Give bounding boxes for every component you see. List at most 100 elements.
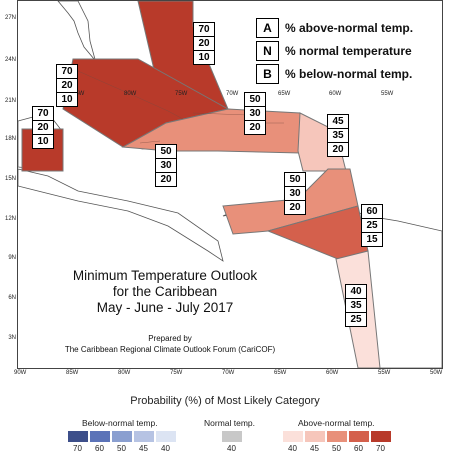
colorbar-swatch-above-3 — [349, 431, 369, 442]
credit-line-2: The Caribbean Regional Climate Outlook F… — [64, 345, 276, 354]
colorbar-value-below-1: 60 — [95, 444, 104, 453]
colorbar-value-below-0: 70 — [73, 444, 82, 453]
prob-above: 60 — [362, 205, 382, 219]
colorbar-normal-label: Normal temp. — [204, 418, 256, 428]
colorbar-swatch-above-2 — [327, 431, 347, 442]
lon-label-90w: 90W — [14, 370, 27, 376]
prob-box-caribbean-southeast: 60 25 15 — [361, 204, 383, 247]
colorbar-value-above-1: 45 — [310, 444, 319, 453]
prob-normal: 30 — [156, 159, 176, 173]
lon-label-70w: 70W — [222, 370, 235, 376]
colorbar-value-above-2: 50 — [332, 444, 341, 453]
lon-label-80w: 80W — [118, 370, 131, 376]
lon-label-60w: 60W — [326, 370, 339, 376]
lat-label-6n: 6N — [8, 295, 16, 301]
prob-normal: 20 — [57, 79, 77, 93]
prob-normal: 30 — [285, 187, 305, 201]
category-key: A % above-normal temp. N % normal temper… — [256, 17, 413, 86]
lat-label-18n: 18N — [4, 136, 16, 142]
key-letter: B — [256, 63, 279, 84]
key-letter: N — [256, 40, 279, 61]
prob-normal: 20 — [33, 121, 53, 135]
central-america — [18, 168, 224, 262]
prob-box-cuba-bahamas: 70 20 10 — [56, 64, 78, 107]
prob-box-lesser-antilles-north: 45 35 20 — [327, 114, 349, 157]
colorbar-swatch-below-0 — [68, 431, 88, 442]
lon-label-75w: 75W — [170, 370, 183, 376]
lat-label-24n: 24N — [4, 57, 16, 63]
colorbar-value-normal-0: 40 — [227, 444, 236, 453]
prob-below: 20 — [249, 122, 261, 133]
inmap-lon-70w: 70W — [226, 91, 239, 97]
key-row-normal: N % normal temperature — [256, 40, 413, 61]
colorbar-swatch-below-1 — [90, 431, 110, 442]
key-text: % below-normal temp. — [285, 66, 413, 81]
lat-label-12n: 12N — [4, 216, 16, 222]
prob-below: 20 — [289, 202, 301, 213]
prob-below: 20 — [332, 144, 344, 155]
lat-label-9n: 9N — [8, 255, 16, 261]
lat-label-15n: 15N — [4, 176, 16, 182]
inmap-lon-55w: 55W — [381, 91, 394, 97]
prob-above: 50 — [245, 93, 265, 107]
colorbar-value-below-3: 45 — [139, 444, 148, 453]
colorbar-below-label: Below-normal temp. — [82, 418, 158, 428]
colorbar-swatch-below-4 — [156, 431, 176, 442]
colorbar-value-above-3: 60 — [354, 444, 363, 453]
credit-text: Prepared by The Caribbean Regional Clima… — [40, 333, 300, 355]
colorbar-swatch-above-1 — [305, 431, 325, 442]
prob-above: 70 — [33, 107, 53, 121]
prob-above: 70 — [57, 65, 77, 79]
lon-label-55w: 55W — [378, 370, 391, 376]
inmap-lon-60w: 60W — [329, 91, 342, 97]
prob-below: 10 — [198, 52, 210, 63]
prob-below: 25 — [350, 314, 362, 325]
lon-label-65w: 65W — [274, 370, 287, 376]
key-row-above: A % above-normal temp. — [256, 17, 413, 38]
colorbar-above-label: Above-normal temp. — [298, 418, 375, 428]
credit-line-1: Prepared by — [148, 334, 192, 343]
prob-above: 40 — [346, 285, 366, 299]
prob-below: 10 — [37, 136, 49, 147]
prob-above: 45 — [328, 115, 348, 129]
colorbar-caption: Probability (%) of Most Likely Category — [130, 395, 320, 407]
lon-label-85w: 85W — [66, 370, 79, 376]
lon-label-50w: 50W — [430, 370, 443, 376]
prob-box-northern-bahamas: 70 20 10 — [193, 22, 215, 65]
prob-normal: 35 — [346, 299, 366, 313]
title-line-2: for the Caribbean — [112, 284, 218, 299]
prob-box-caribbean-central: 50 30 20 — [284, 172, 306, 215]
colorbar-value-below-4: 40 — [161, 444, 170, 453]
colorbar-value-above-4: 70 — [376, 444, 385, 453]
prob-below: 10 — [61, 94, 73, 105]
title-line-1: Minimum Temperature Outlook — [72, 268, 258, 283]
map-title: Minimum Temperature Outlook for the Cari… — [70, 268, 260, 316]
prob-normal: 35 — [328, 129, 348, 143]
prob-normal: 20 — [194, 37, 214, 51]
key-text: % normal temperature — [285, 43, 412, 58]
colorbar-value-above-0: 40 — [288, 444, 297, 453]
inmap-lon-85w: 85W — [72, 91, 85, 97]
prob-box-caribbean-west: 50 30 20 — [155, 144, 177, 187]
inmap-lon-80w: 80W — [124, 91, 137, 97]
inmap-lon-65w: 65W — [278, 91, 291, 97]
inmap-lon-75w: 75W — [175, 91, 188, 97]
prob-below: 20 — [160, 174, 172, 185]
prob-normal: 30 — [245, 107, 265, 121]
prob-above: 50 — [285, 173, 305, 187]
key-letter: A — [256, 17, 279, 38]
colorbar-swatch-below-2 — [112, 431, 132, 442]
lat-label-21n: 21N — [4, 98, 16, 104]
title-line-3: May - June - July 2017 — [96, 300, 234, 315]
prob-normal: 25 — [362, 219, 382, 233]
prob-box-greater-antilles-east: 50 30 20 — [244, 92, 266, 135]
prob-above: 50 — [156, 145, 176, 159]
colorbar-value-below-2: 50 — [117, 444, 126, 453]
colorbar-swatch-normal-0 — [222, 431, 242, 442]
prob-box-central-america-west: 70 20 10 — [32, 106, 54, 149]
prob-below: 15 — [366, 234, 378, 245]
prob-box-guianas: 40 35 25 — [345, 284, 367, 327]
colorbar-swatch-above-0 — [283, 431, 303, 442]
lat-label-27n: 27N — [4, 15, 16, 21]
lat-label-3n: 3N — [8, 335, 16, 341]
